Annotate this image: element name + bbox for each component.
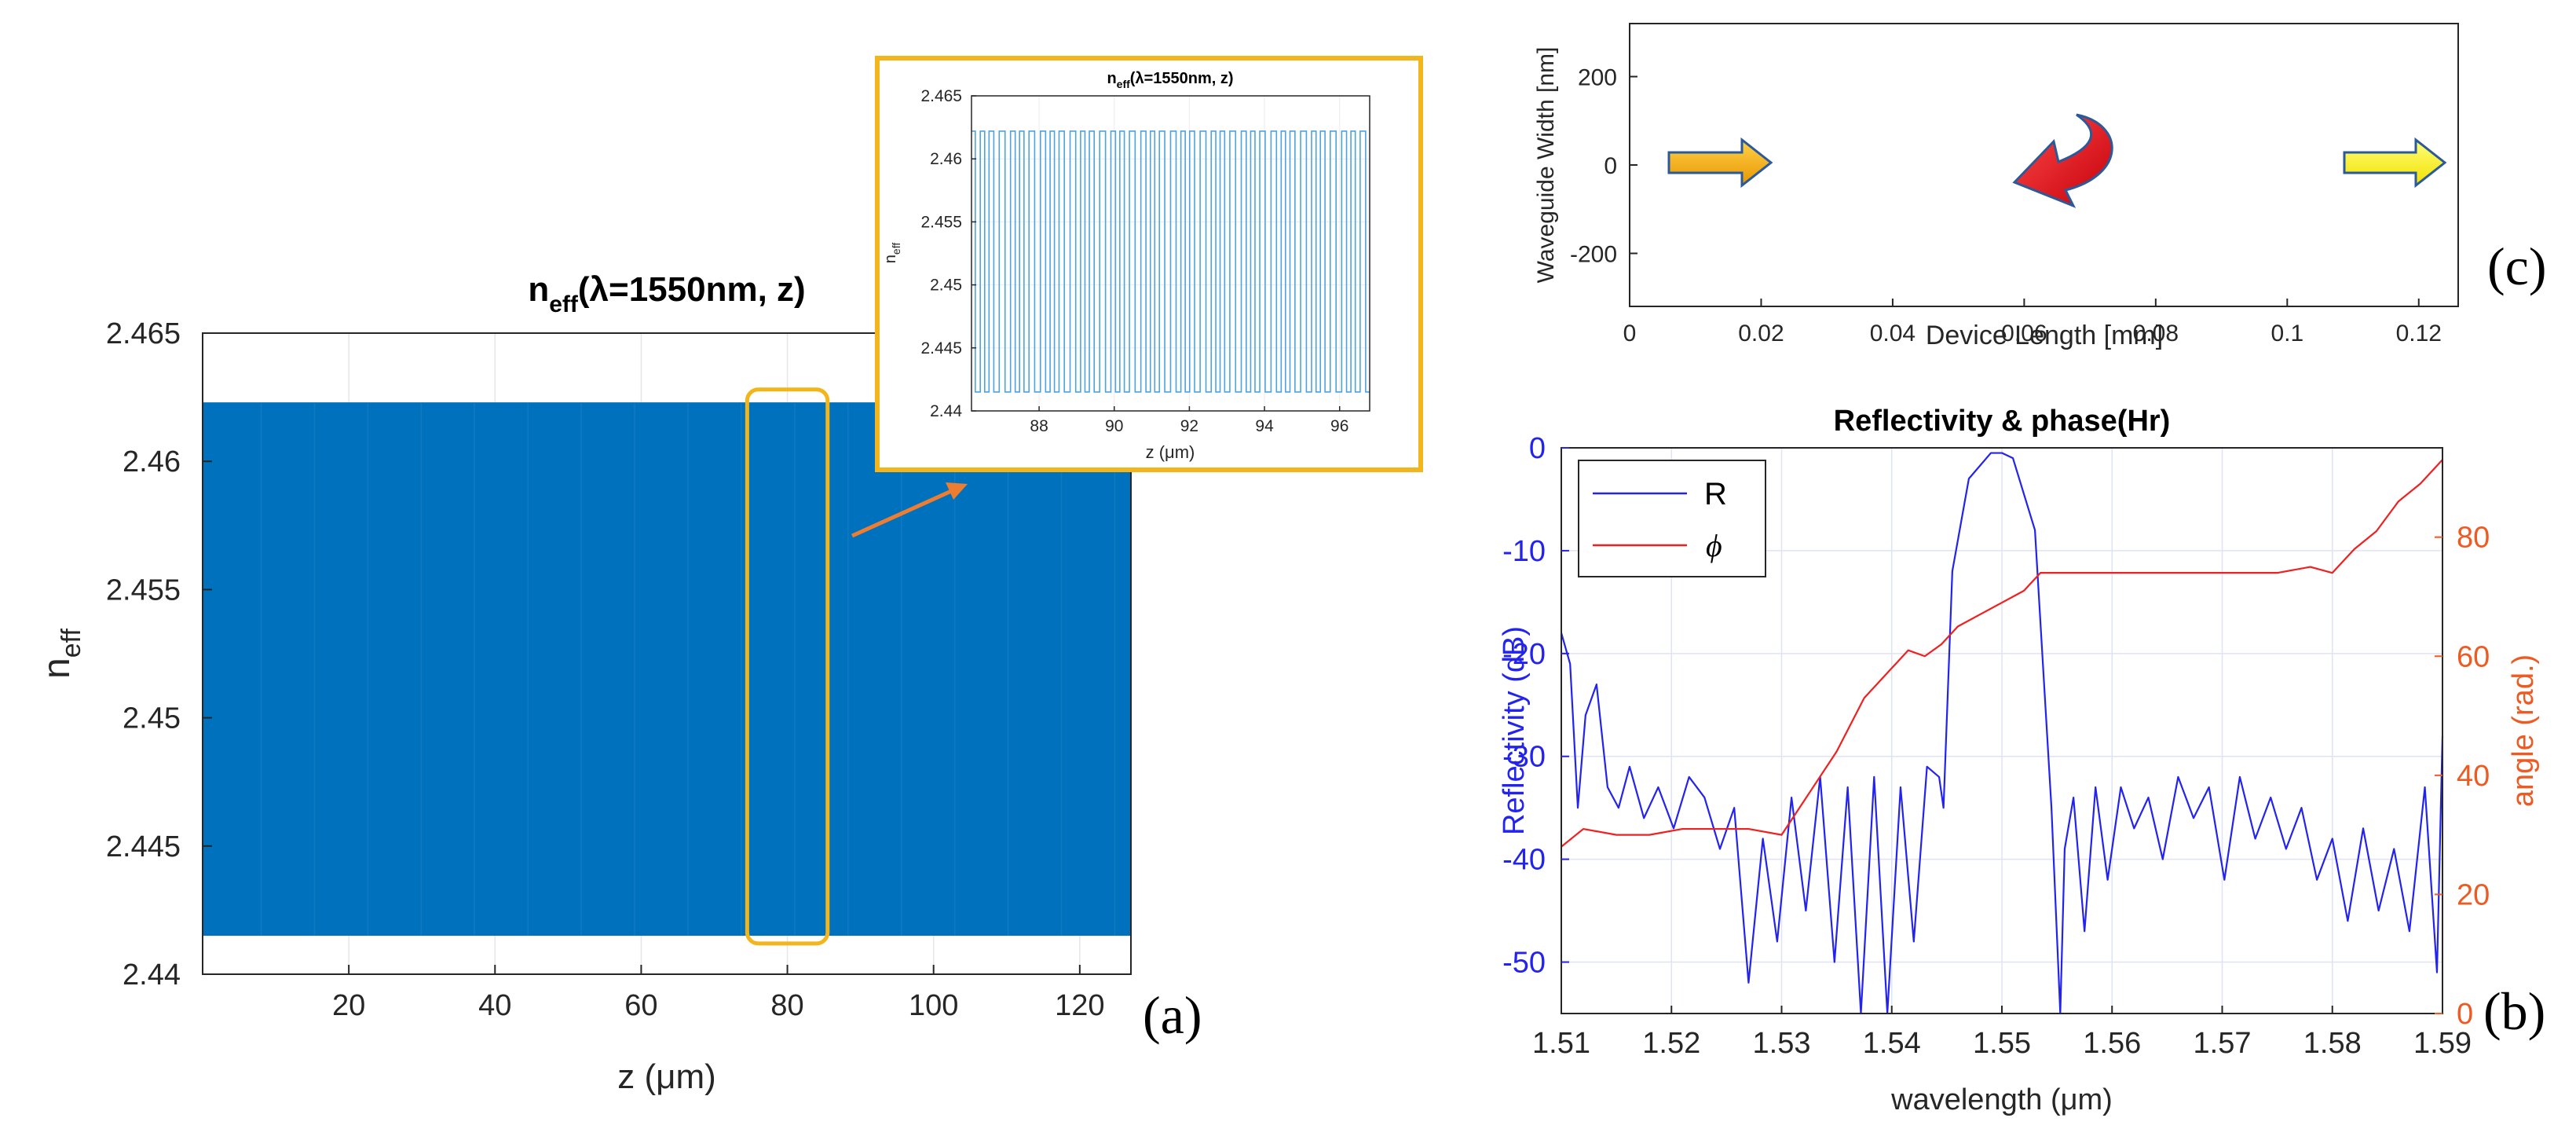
x-tick-label: 1.54 <box>1863 1027 1921 1060</box>
panel-b-x-ticks: 1.51 1.52 1.53 1.54 1.55 1.56 1.57 1.58 1.59 <box>1532 1006 2472 1060</box>
panel-c-y-ticks: 200 0 -200 <box>1570 65 1637 268</box>
y-tick-label: 200 <box>1578 65 1617 91</box>
y-tick-label: 2.44 <box>123 959 181 992</box>
panel-a-x-axis-label: z (μm) <box>617 1058 716 1096</box>
left-y-tick-label: 0 <box>1529 432 1546 465</box>
panel-a-inset-chart: 88 90 92 94 96 2.44 2.445 2.45 2.455 2.46 2.465 n… <box>875 56 1423 472</box>
inset-neff-series-line <box>971 130 1370 393</box>
x-tick-label: 0.04 <box>1870 321 1916 346</box>
right-y-tick-label: 0 <box>2457 998 2473 1031</box>
inset-y-ticks: 2.44 2.445 2.45 2.455 2.46 2.465 <box>920 87 976 420</box>
left-y-tick-label: -40 <box>1502 844 1546 877</box>
inset-y-tick-label: 2.455 <box>920 213 962 231</box>
neff-series-band <box>203 402 1131 937</box>
y-tick-label: 2.455 <box>106 574 181 607</box>
reflected-light-arrow <box>2012 113 2113 208</box>
y-tick-label: 2.45 <box>123 702 181 735</box>
panel-b-legend: R ϕ <box>1578 460 1766 577</box>
x-tick-label: 1.59 <box>2413 1027 2472 1060</box>
x-tick-label: 100 <box>909 989 958 1022</box>
panel-b-right-y-ticks: 0 20 40 60 80 <box>2435 522 2490 1031</box>
x-tick-label: 0.1 <box>2270 321 2303 346</box>
x-tick-label: 1.55 <box>1973 1027 2031 1060</box>
x-tick-label: 1.56 <box>2083 1027 2141 1060</box>
x-tick-label: 1.58 <box>2303 1027 2362 1060</box>
input-light-arrow <box>1667 137 1773 189</box>
panel-c-y-axis-label: Waveguide Width [nm] <box>1533 47 1559 284</box>
inset-title: neff(λ=1550nm, z) <box>1107 70 1233 90</box>
y-tick-label: 2.445 <box>106 830 181 863</box>
x-tick-label: 0.12 <box>2396 321 2442 346</box>
inset-y-tick-label: 2.445 <box>920 339 962 357</box>
right-y-tick-label: 20 <box>2457 878 2490 911</box>
x-tick-label: 1.52 <box>1642 1027 1700 1060</box>
panel-a-data <box>203 402 1131 937</box>
right-y-tick-label: 40 <box>2457 760 2490 793</box>
x-tick-label: 1.57 <box>2194 1027 2252 1060</box>
panel-b-chart: 1.51 1.52 1.53 1.54 1.55 1.56 1.57 1.58 1.59 0 -1… <box>1498 405 2545 1116</box>
panel-a-y-ticks: 2.44 2.445 2.45 2.455 2.46 2.465 <box>106 317 212 992</box>
panel-b-title: Reflectivity & phase(Hr) <box>1834 405 2171 438</box>
panel-a-title: neff(λ=1550nm, z) <box>528 270 805 317</box>
x-tick-label: 120 <box>1055 989 1104 1022</box>
panel-c-x-ticks: 0 0.02 0.04 0.06 0.08 0.1 0.12 <box>1623 299 2442 346</box>
inset-data <box>971 130 1370 393</box>
inset-x-axis-label: z (μm) <box>1146 442 1195 462</box>
left-y-tick-label: -20 <box>1502 638 1546 671</box>
legend-box <box>1578 460 1766 577</box>
x-tick-label: 1.53 <box>1753 1027 1811 1060</box>
panel-b-left-y-ticks: 0 -10 -20 -30 -40 -50 <box>1502 432 1569 980</box>
inset-y-tick-label: 2.44 <box>930 402 962 420</box>
panel-a-y-axis-label: neff <box>36 629 86 679</box>
right-y-tick-label: 60 <box>2457 640 2490 673</box>
y-tick-label: 0 <box>1604 153 1617 179</box>
panel-b-data <box>1560 452 2444 1015</box>
panel-c-chart: 0 0.02 0.04 0.06 0.08 0.1 0.12 200 0 -200 Device… <box>1533 23 2546 350</box>
x-tick-label: 0.02 <box>1738 321 1784 346</box>
y-tick-label: 2.46 <box>123 445 181 478</box>
x-tick-label: 40 <box>478 989 511 1022</box>
left-y-tick-label: -10 <box>1502 535 1546 568</box>
x-tick-label: 0 <box>1623 321 1637 346</box>
zoom-pointer-arrow <box>851 482 968 538</box>
inset-x-tick-label: 90 <box>1105 417 1123 435</box>
legend-label-phi: ϕ <box>1706 528 1722 563</box>
inset-y-tick-label: 2.465 <box>920 87 962 105</box>
panel-b-tag: (b) <box>2483 981 2545 1041</box>
panel-a-x-ticks: 20 40 60 80 100 120 <box>332 965 1105 1022</box>
panel-b-left-y-axis-label: Reflectivity (dB) <box>1498 626 1531 835</box>
y-tick-label: 2.465 <box>106 317 181 350</box>
panel-c-tag: (c) <box>2487 236 2546 296</box>
inset-y-tick-label: 2.46 <box>930 150 962 168</box>
panel-a-tag: (a) <box>1143 985 1202 1045</box>
output-light-arrow <box>2343 137 2447 189</box>
phase-series-line <box>1561 459 2443 848</box>
x-tick-label: 60 <box>624 989 657 1022</box>
left-y-tick-label: -50 <box>1502 947 1546 980</box>
x-tick-label: 80 <box>770 989 803 1022</box>
inset-x-tick-label: 94 <box>1255 417 1274 435</box>
panel-a-axes-frame <box>202 332 1132 975</box>
left-y-tick-label: -30 <box>1502 741 1546 774</box>
panel-c-x-axis-label: Device Length [mm] <box>1926 321 2163 350</box>
inset-y-tick-label: 2.45 <box>930 277 962 295</box>
panel-b-right-y-axis-label: angle (rad.) <box>2507 654 2540 807</box>
inset-x-tick-label: 88 <box>1030 417 1048 435</box>
inset-x-ticks: 88 90 92 94 96 <box>1030 406 1348 435</box>
x-tick-label: 20 <box>332 989 365 1022</box>
reflectivity-series-line <box>1560 452 2444 1015</box>
inset-x-tick-label: 92 <box>1180 417 1198 435</box>
right-y-tick-label: 80 <box>2457 522 2490 555</box>
x-tick-label: 0.06 <box>2001 321 2047 346</box>
panel-b-x-axis-label: wavelength (μm) <box>1890 1083 2113 1116</box>
legend-label-r: R <box>1704 477 1727 511</box>
inset-x-tick-label: 96 <box>1330 417 1348 435</box>
x-tick-label: 1.51 <box>1532 1027 1590 1060</box>
x-tick-label: 0.08 <box>2133 321 2179 346</box>
y-tick-label: -200 <box>1570 242 1617 268</box>
panel-a-zoom-highlight <box>745 387 830 946</box>
inset-axes-frame <box>971 95 1370 412</box>
inset-y-axis-label: neff <box>882 243 902 264</box>
